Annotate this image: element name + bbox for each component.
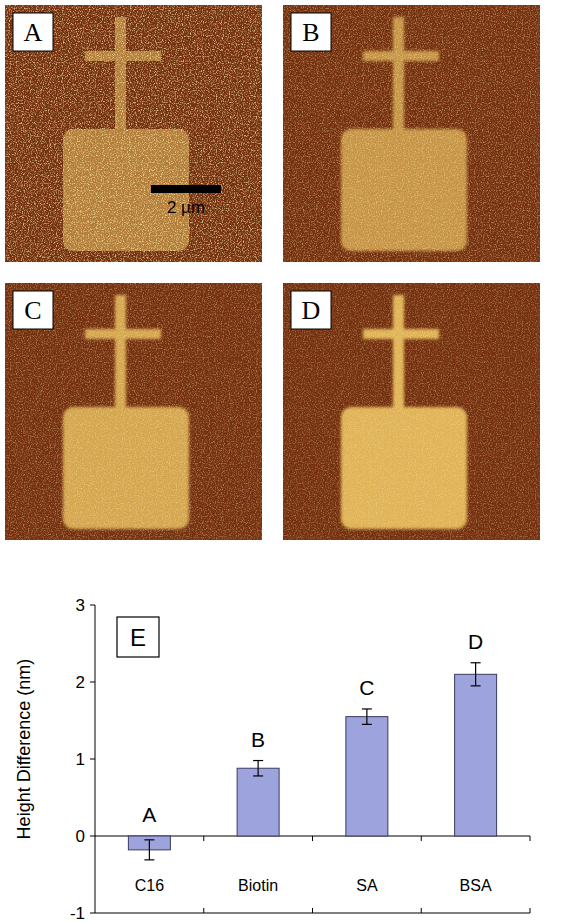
panel-label: D: [302, 296, 321, 325]
x-tick-label: SA: [356, 877, 378, 894]
x-frame-tick: [203, 908, 204, 913]
error-bar-cap: [471, 685, 481, 686]
panel-background: [283, 5, 540, 262]
y-tick: [90, 682, 95, 683]
bar: [455, 674, 497, 836]
panel-label-box: [291, 13, 331, 51]
error-bar-stem: [366, 709, 367, 724]
error-bar: [362, 709, 372, 724]
x-tick: [530, 836, 531, 841]
y-tick-label: 1: [76, 750, 85, 769]
error-bar-cap: [471, 662, 481, 663]
x-tick-label: C16: [135, 877, 164, 894]
error-bar-stem: [475, 663, 476, 686]
panel-background: [5, 5, 262, 262]
noise: [283, 283, 540, 540]
panel-label-box: [13, 13, 53, 51]
afm-panel: [5, 283, 262, 540]
bar-annotation: D: [468, 630, 483, 653]
y-tick-label: 2: [76, 673, 85, 692]
x-tick: [312, 836, 313, 841]
error-bar-stem: [149, 840, 150, 860]
bar-annotation: C: [359, 676, 374, 699]
y-tick-label: -1: [70, 904, 85, 922]
x-tick-label: BSA: [460, 877, 492, 894]
error-bar-cap: [144, 839, 154, 840]
figure-svg: A 2 µm B C D -1 0 1 2 3 Height Difference (nm) A C16…: [0, 0, 574, 922]
panel-label: C: [24, 296, 41, 325]
noise: [5, 5, 262, 262]
error-bar-cap: [144, 859, 154, 860]
bar-annotation: A: [142, 803, 156, 826]
chart-title: E: [130, 624, 146, 651]
bar: [346, 717, 388, 836]
scale-bar-label: 2 µm: [167, 198, 205, 217]
y-axis-title: Height Difference (nm): [14, 659, 34, 840]
afm-panel: [5, 5, 262, 262]
y-tick: [90, 836, 95, 837]
panel-background: [283, 283, 540, 540]
panel-label: A: [24, 18, 43, 47]
error-bar: [471, 663, 481, 686]
error-bar-stem: [258, 761, 259, 776]
x-frame-tick: [312, 908, 313, 913]
afm-panel: [283, 5, 540, 262]
error-bar-cap: [362, 708, 372, 709]
x-frame-tick: [421, 908, 422, 913]
bar-chart: -1 0 1 2 3 Height Difference (nm) A C16 B Biotin C…: [14, 596, 530, 922]
bars: [128, 663, 496, 860]
error-bar: [144, 840, 154, 860]
y-tick-label: 3: [76, 596, 85, 615]
afm-panel: [283, 283, 540, 540]
error-bar-cap: [253, 760, 263, 761]
figure: A 2 µm B C D -1 0 1 2 3 Height Difference (nm) A C16…: [0, 0, 574, 922]
y-tick: [90, 913, 95, 914]
title-box: [117, 617, 159, 657]
error-bar-cap: [362, 724, 372, 725]
noise: [283, 5, 540, 262]
y-tick: [90, 759, 95, 760]
bar-annotation: B: [251, 728, 265, 751]
scale-bar: [151, 185, 221, 193]
panel-label: B: [302, 18, 319, 47]
error-bar-cap: [253, 775, 263, 776]
bar: [237, 768, 279, 836]
panel-label-box: [13, 291, 53, 329]
x-tick-label: Biotin: [238, 877, 278, 894]
error-bar: [253, 761, 263, 776]
x-tick: [203, 836, 204, 841]
panel-label-box: [291, 291, 331, 329]
panel-background: [5, 283, 262, 540]
noise: [5, 283, 262, 540]
y-tick-label: 0: [76, 827, 85, 846]
x-frame-tick: [530, 908, 531, 913]
y-tick: [90, 605, 95, 606]
x-tick: [421, 836, 422, 841]
